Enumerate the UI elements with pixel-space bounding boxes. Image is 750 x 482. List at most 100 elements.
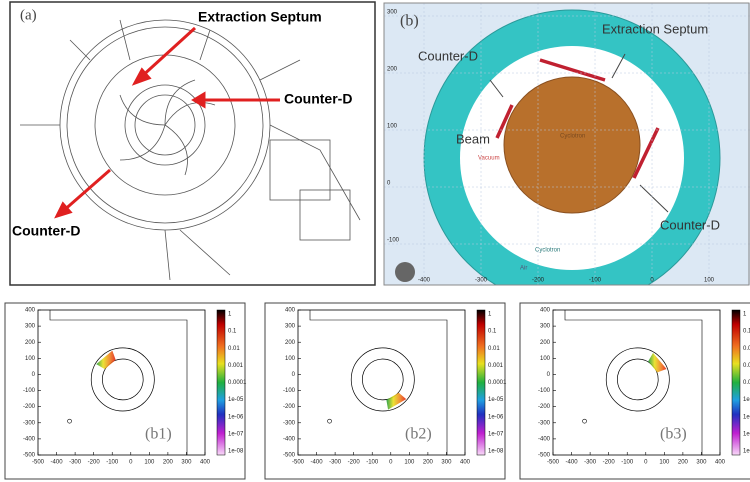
y-tick-label: 400	[540, 308, 551, 314]
panel-label: (b3)	[660, 426, 687, 443]
colorbar-label: 1e-05	[488, 397, 504, 403]
x-tick-label: 0	[644, 460, 648, 466]
panel-label: (b1)	[145, 426, 172, 443]
colorbar-label: 0.1	[488, 329, 497, 335]
y-tick-label: 200	[387, 67, 398, 73]
plot-area	[38, 310, 205, 455]
x-tick-label: 100	[659, 460, 670, 466]
y-tick-label: -400	[283, 436, 296, 442]
colorbar-label: 0.01	[743, 346, 750, 352]
panel-label: (a)	[20, 7, 37, 23]
y-tick-label: -500	[538, 453, 551, 459]
panel-a: (a) Extraction Septum Counter-D Counter-…	[10, 2, 375, 285]
x-tick-label: 300	[441, 460, 452, 466]
flux-plot: -500 -400 -300 -200 -100 0 100 200 300 400 400 300 2…	[520, 303, 750, 479]
colorbar-label: 0.01	[488, 346, 500, 352]
y-tick-label: -400	[23, 436, 36, 442]
x-tick-label: -200	[348, 460, 361, 466]
colorbar-label: 1	[743, 312, 747, 318]
x-tick-label: 400	[460, 460, 471, 466]
colorbar-label: 1	[488, 312, 492, 318]
x-tick-label: 200	[163, 460, 174, 466]
x-tick-label: -300	[69, 460, 82, 466]
y-tick-label: 300	[25, 324, 36, 330]
colorbar-label: 0.001	[228, 363, 244, 369]
y-tick-label: 100	[387, 124, 398, 130]
panel-label: (b2)	[405, 426, 432, 443]
annotation: Extraction Septum	[198, 9, 322, 25]
panel-frame	[10, 2, 375, 285]
x-tick-label: 400	[715, 460, 726, 466]
panel-b: (b) Extraction Septum Counter-D Beam Cou…	[384, 3, 750, 306]
x-tick-label: -500	[292, 460, 305, 466]
x-tick-label: -300	[329, 460, 342, 466]
colorbar-label: 1e-07	[743, 431, 750, 437]
annotation: Beam	[456, 131, 490, 146]
colorbar-label: 0.1	[228, 329, 237, 335]
y-tick-label: 300	[387, 10, 398, 16]
y-tick-label: -200	[538, 404, 551, 410]
x-tick-label: 300	[181, 460, 192, 466]
y-tick-label: 200	[540, 340, 551, 346]
x-tick-label: -300	[584, 460, 597, 466]
x-tick-label: -500	[32, 460, 45, 466]
annotation: Counter-D	[660, 217, 720, 232]
annotation: Extraction Septum	[602, 21, 708, 36]
y-tick-label: 200	[25, 340, 36, 346]
colorbar-label: 1e-08	[743, 449, 750, 455]
y-tick-label: -500	[23, 453, 36, 459]
annotation: Counter-D	[284, 91, 352, 107]
y-tick-label: -200	[23, 404, 36, 410]
x-tick-label: -100	[106, 460, 119, 466]
colorbar-label: 1	[228, 312, 232, 318]
annotation: Counter-D	[418, 48, 478, 63]
y-tick-label: -200	[283, 404, 296, 410]
colorbar-label: 1e-06	[488, 414, 504, 420]
y-tick-label: -500	[283, 453, 296, 459]
colorbar-label: 1e-05	[228, 397, 244, 403]
y-tick-label: -100	[283, 388, 296, 394]
y-tick-label: 0	[292, 372, 296, 378]
x-tick-label: -400	[418, 278, 431, 284]
y-tick-label: -300	[538, 420, 551, 426]
x-tick-label: 200	[678, 460, 689, 466]
panel-label: (b)	[400, 13, 419, 30]
x-tick-label: 0	[129, 460, 133, 466]
x-tick-label: -400	[311, 460, 324, 466]
y-tick-label: 0	[547, 372, 551, 378]
y-tick-label: -300	[23, 420, 36, 426]
x-tick-label: -500	[547, 460, 560, 466]
colorbar-label: 1e-08	[228, 449, 244, 455]
region-label: Cyclotron	[535, 248, 560, 254]
plot-area	[298, 310, 465, 455]
y-tick-label: 400	[285, 308, 296, 314]
colorbar	[732, 310, 740, 455]
colorbar	[477, 310, 485, 455]
x-tick-label: 300	[696, 460, 707, 466]
colorbar-label: 0.001	[743, 363, 750, 369]
x-tick-label: -200	[88, 460, 101, 466]
x-tick-label: 400	[200, 460, 211, 466]
y-tick-label: 100	[25, 356, 36, 362]
y-tick-label: 300	[540, 324, 551, 330]
figure: (a) Extraction Septum Counter-D Counter-…	[0, 0, 750, 482]
y-tick-label: 400	[25, 308, 36, 314]
x-tick-label: -200	[532, 278, 545, 284]
plot-area	[553, 310, 720, 455]
colorbar-label: 0.0001	[743, 380, 750, 386]
y-tick-label: 300	[285, 324, 296, 330]
y-tick-label: -100	[387, 238, 400, 244]
x-tick-label: 0	[389, 460, 393, 466]
colorbar-label: 0.0001	[228, 380, 247, 386]
colorbar-label: 1e-05	[743, 397, 750, 403]
colorbar-label: 0.01	[228, 346, 240, 352]
x-tick-label: -400	[51, 460, 64, 466]
region-label: Air	[520, 266, 527, 272]
x-tick-label: -400	[566, 460, 579, 466]
colorbar-label: 0.1	[743, 329, 750, 335]
x-tick-label: -100	[621, 460, 634, 466]
x-tick-label: -300	[475, 278, 488, 284]
y-tick-label: 100	[540, 356, 551, 362]
annotation: Counter-D	[12, 223, 80, 239]
x-tick-label: 200	[423, 460, 434, 466]
